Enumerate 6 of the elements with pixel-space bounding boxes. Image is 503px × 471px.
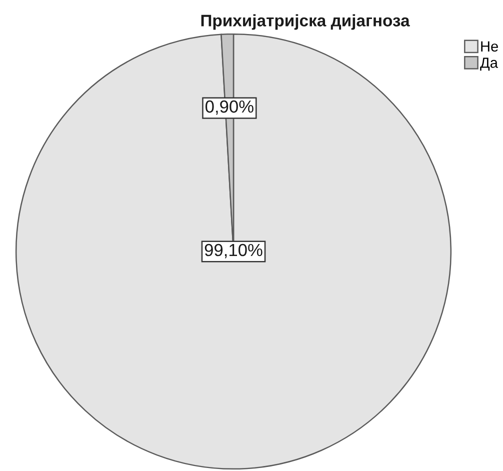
pie-slice [15, 33, 452, 470]
legend-label: Да [480, 58, 498, 71]
chart-title: Прихијатријска дијагноза [201, 14, 410, 30]
legend-label: Не [481, 41, 498, 52]
data-label: 0,90% [206, 100, 254, 115]
data-label: 99,10% [204, 244, 262, 258]
